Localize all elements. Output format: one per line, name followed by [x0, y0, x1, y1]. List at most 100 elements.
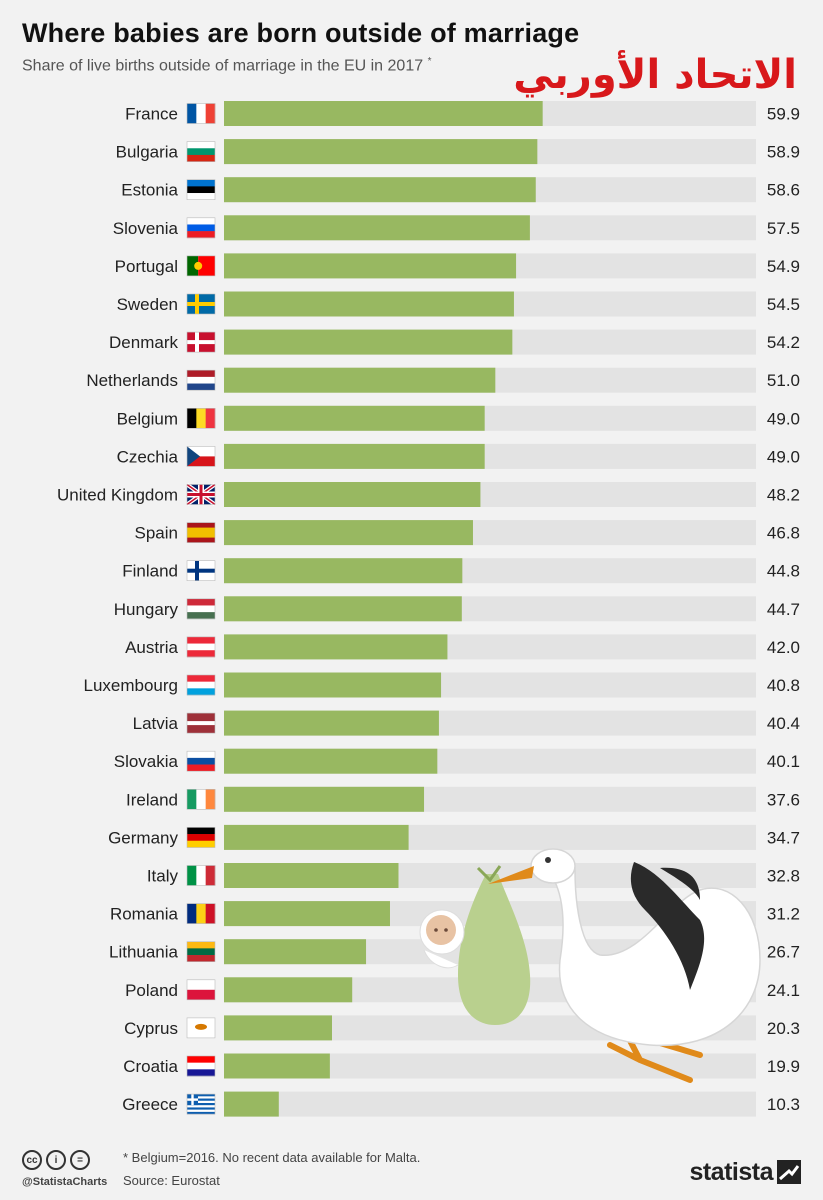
category-label: Poland — [125, 981, 178, 1000]
category-label: France — [125, 105, 178, 124]
flag-icon — [186, 903, 216, 924]
value-label: 42.0 — [767, 638, 800, 657]
bar — [224, 1053, 330, 1079]
value-label: 31.2 — [767, 905, 800, 924]
category-label: Austria — [125, 638, 178, 657]
bar-row: Luxembourg 40.8 — [83, 672, 800, 698]
category-label: Finland — [122, 562, 178, 581]
bar-row: Latvia 40.4 — [133, 710, 800, 736]
value-label: 44.7 — [767, 600, 800, 619]
chart-subtitle: Share of live births outside of marriage… — [22, 56, 432, 75]
bar-row: Sweden 54.5 — [117, 291, 800, 317]
flag-icon — [186, 446, 216, 467]
category-label: Portugal — [115, 257, 178, 276]
bar-row: Germany 34.7 — [108, 824, 800, 850]
flag-icon — [186, 750, 216, 772]
flag-icon — [186, 369, 216, 391]
value-label: 49.0 — [767, 409, 800, 428]
value-label: 19.9 — [767, 1057, 800, 1076]
category-label: Latvia — [133, 714, 179, 733]
value-label: 26.7 — [767, 943, 800, 962]
flag-icon — [186, 674, 216, 696]
category-label: Lithuania — [109, 943, 179, 962]
value-label: 58.9 — [767, 143, 800, 162]
value-label: 51.0 — [767, 371, 800, 390]
cc-icon: cc — [22, 1150, 42, 1170]
category-label: Germany — [108, 828, 178, 847]
bar — [224, 253, 517, 279]
category-label: Italy — [147, 867, 179, 886]
value-label: 37.6 — [767, 790, 800, 809]
category-label: Slovakia — [114, 752, 179, 771]
category-label: Greece — [122, 1095, 178, 1114]
value-label: 20.3 — [767, 1019, 800, 1038]
category-label: Hungary — [114, 600, 179, 619]
flag-icon — [186, 293, 216, 315]
flag-icon — [186, 598, 216, 620]
bar — [224, 939, 367, 965]
bar — [224, 634, 448, 660]
value-label: 49.0 — [767, 447, 800, 466]
category-label: United Kingdom — [57, 486, 178, 505]
license-icons: cc i = — [22, 1150, 90, 1170]
bar-row: Portugal 54.9 — [115, 253, 800, 279]
bar — [224, 177, 536, 203]
attribution-icon: i — [46, 1150, 66, 1170]
value-label: 58.6 — [767, 181, 800, 200]
category-label: Croatia — [123, 1057, 178, 1076]
bar-row: Estonia 58.6 — [121, 177, 800, 203]
bar — [224, 863, 399, 888]
value-label: 54.9 — [767, 257, 800, 276]
flag-icon — [186, 255, 216, 277]
flag-icon — [186, 636, 216, 658]
bar-row: Greece 10.3 — [122, 1091, 800, 1117]
value-label: 44.8 — [767, 562, 800, 581]
bar — [224, 558, 463, 584]
category-label: Sweden — [117, 295, 178, 314]
flag-icon — [186, 712, 216, 734]
bar — [224, 977, 353, 1003]
flag-icon — [186, 217, 216, 239]
bar-track — [224, 1091, 756, 1117]
stork-illustration — [419, 848, 761, 1083]
bar — [224, 101, 543, 126]
flag-icon — [186, 788, 216, 810]
statista-logo-icon — [777, 1160, 801, 1184]
category-label: Estonia — [121, 181, 178, 200]
category-label: Bulgaria — [116, 143, 179, 162]
bar-row: Belgium 49.0 — [117, 405, 800, 431]
flag-icon — [186, 141, 216, 162]
bar — [224, 786, 425, 812]
flag-icon — [186, 1055, 216, 1077]
bar-row: Slovenia 57.5 — [113, 215, 800, 241]
value-label: 10.3 — [767, 1095, 800, 1114]
bar-row: Finland 44.8 — [122, 558, 800, 584]
bar — [224, 672, 442, 698]
bar — [224, 710, 439, 736]
value-label: 54.2 — [767, 333, 800, 352]
value-label: 40.1 — [767, 752, 800, 771]
bar — [224, 1015, 332, 1041]
flag-icon — [186, 407, 216, 429]
bar-row: France 59.9 — [125, 101, 800, 126]
flag-icon — [186, 979, 216, 1001]
flag-icon — [185, 482, 217, 507]
bar-row: Netherlands 51.0 — [86, 367, 800, 393]
bar — [224, 291, 514, 317]
value-label: 48.2 — [767, 486, 800, 505]
bar-row: Ireland 37.6 — [126, 786, 800, 812]
chart-title: Where babies are born outside of marriag… — [22, 18, 580, 48]
category-label: Romania — [110, 905, 179, 924]
bar — [224, 139, 538, 165]
category-label: Belgium — [117, 409, 178, 428]
bar-row: Italy 32.8 — [147, 863, 800, 888]
flag-icon — [186, 522, 216, 543]
statista-logo: statista — [689, 1158, 773, 1186]
no-derivatives-icon: = — [70, 1150, 90, 1170]
bar — [224, 329, 513, 355]
bar-row: Spain 46.8 — [135, 520, 800, 546]
category-label: Netherlands — [86, 371, 178, 390]
bar — [224, 1091, 279, 1117]
bar-chart: France 59.9 Bulgaria 58.9 Estonia 58.6 Sloveni… — [57, 101, 800, 1117]
category-label: Cyprus — [124, 1019, 178, 1038]
